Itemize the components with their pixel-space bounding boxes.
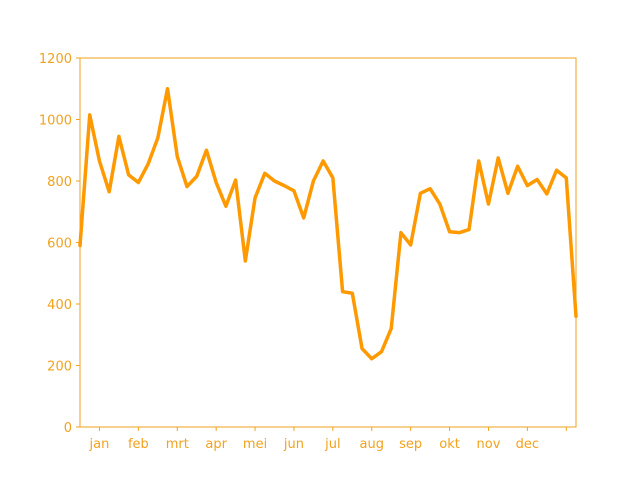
x-axis: jan feb mrt apr mei jun jul aug sep okt nov dec [89, 427, 567, 452]
x-tick-label: feb [128, 437, 149, 452]
x-tick-label: jan [89, 437, 110, 452]
y-tick-label: 600 [47, 237, 72, 252]
x-tick-label: aug [360, 437, 384, 452]
x-tick-label: jul [324, 437, 340, 452]
y-tick-label: 400 [47, 298, 72, 313]
x-tick-label: okt [439, 437, 460, 452]
x-tick-label: nov [477, 437, 501, 452]
x-tick-label: dec [516, 437, 539, 452]
x-tick-label: apr [205, 437, 227, 452]
y-tick-label: 1200 [39, 52, 72, 67]
plot-frame [79, 57, 577, 428]
x-tick-label: mei [243, 437, 267, 452]
y-tick-label: 800 [47, 175, 72, 190]
y-tick-label: 200 [47, 360, 72, 375]
x-tick-label: mrt [166, 437, 189, 452]
y-tick-label: 0 [64, 421, 72, 436]
series-line [78, 87, 578, 361]
y-axis: 0 200 400 600 800 1000 1200 [39, 52, 80, 436]
y-tick-label: 1000 [39, 114, 72, 129]
x-tick-label: sep [399, 437, 422, 452]
x-tick-label: jun [283, 437, 304, 452]
